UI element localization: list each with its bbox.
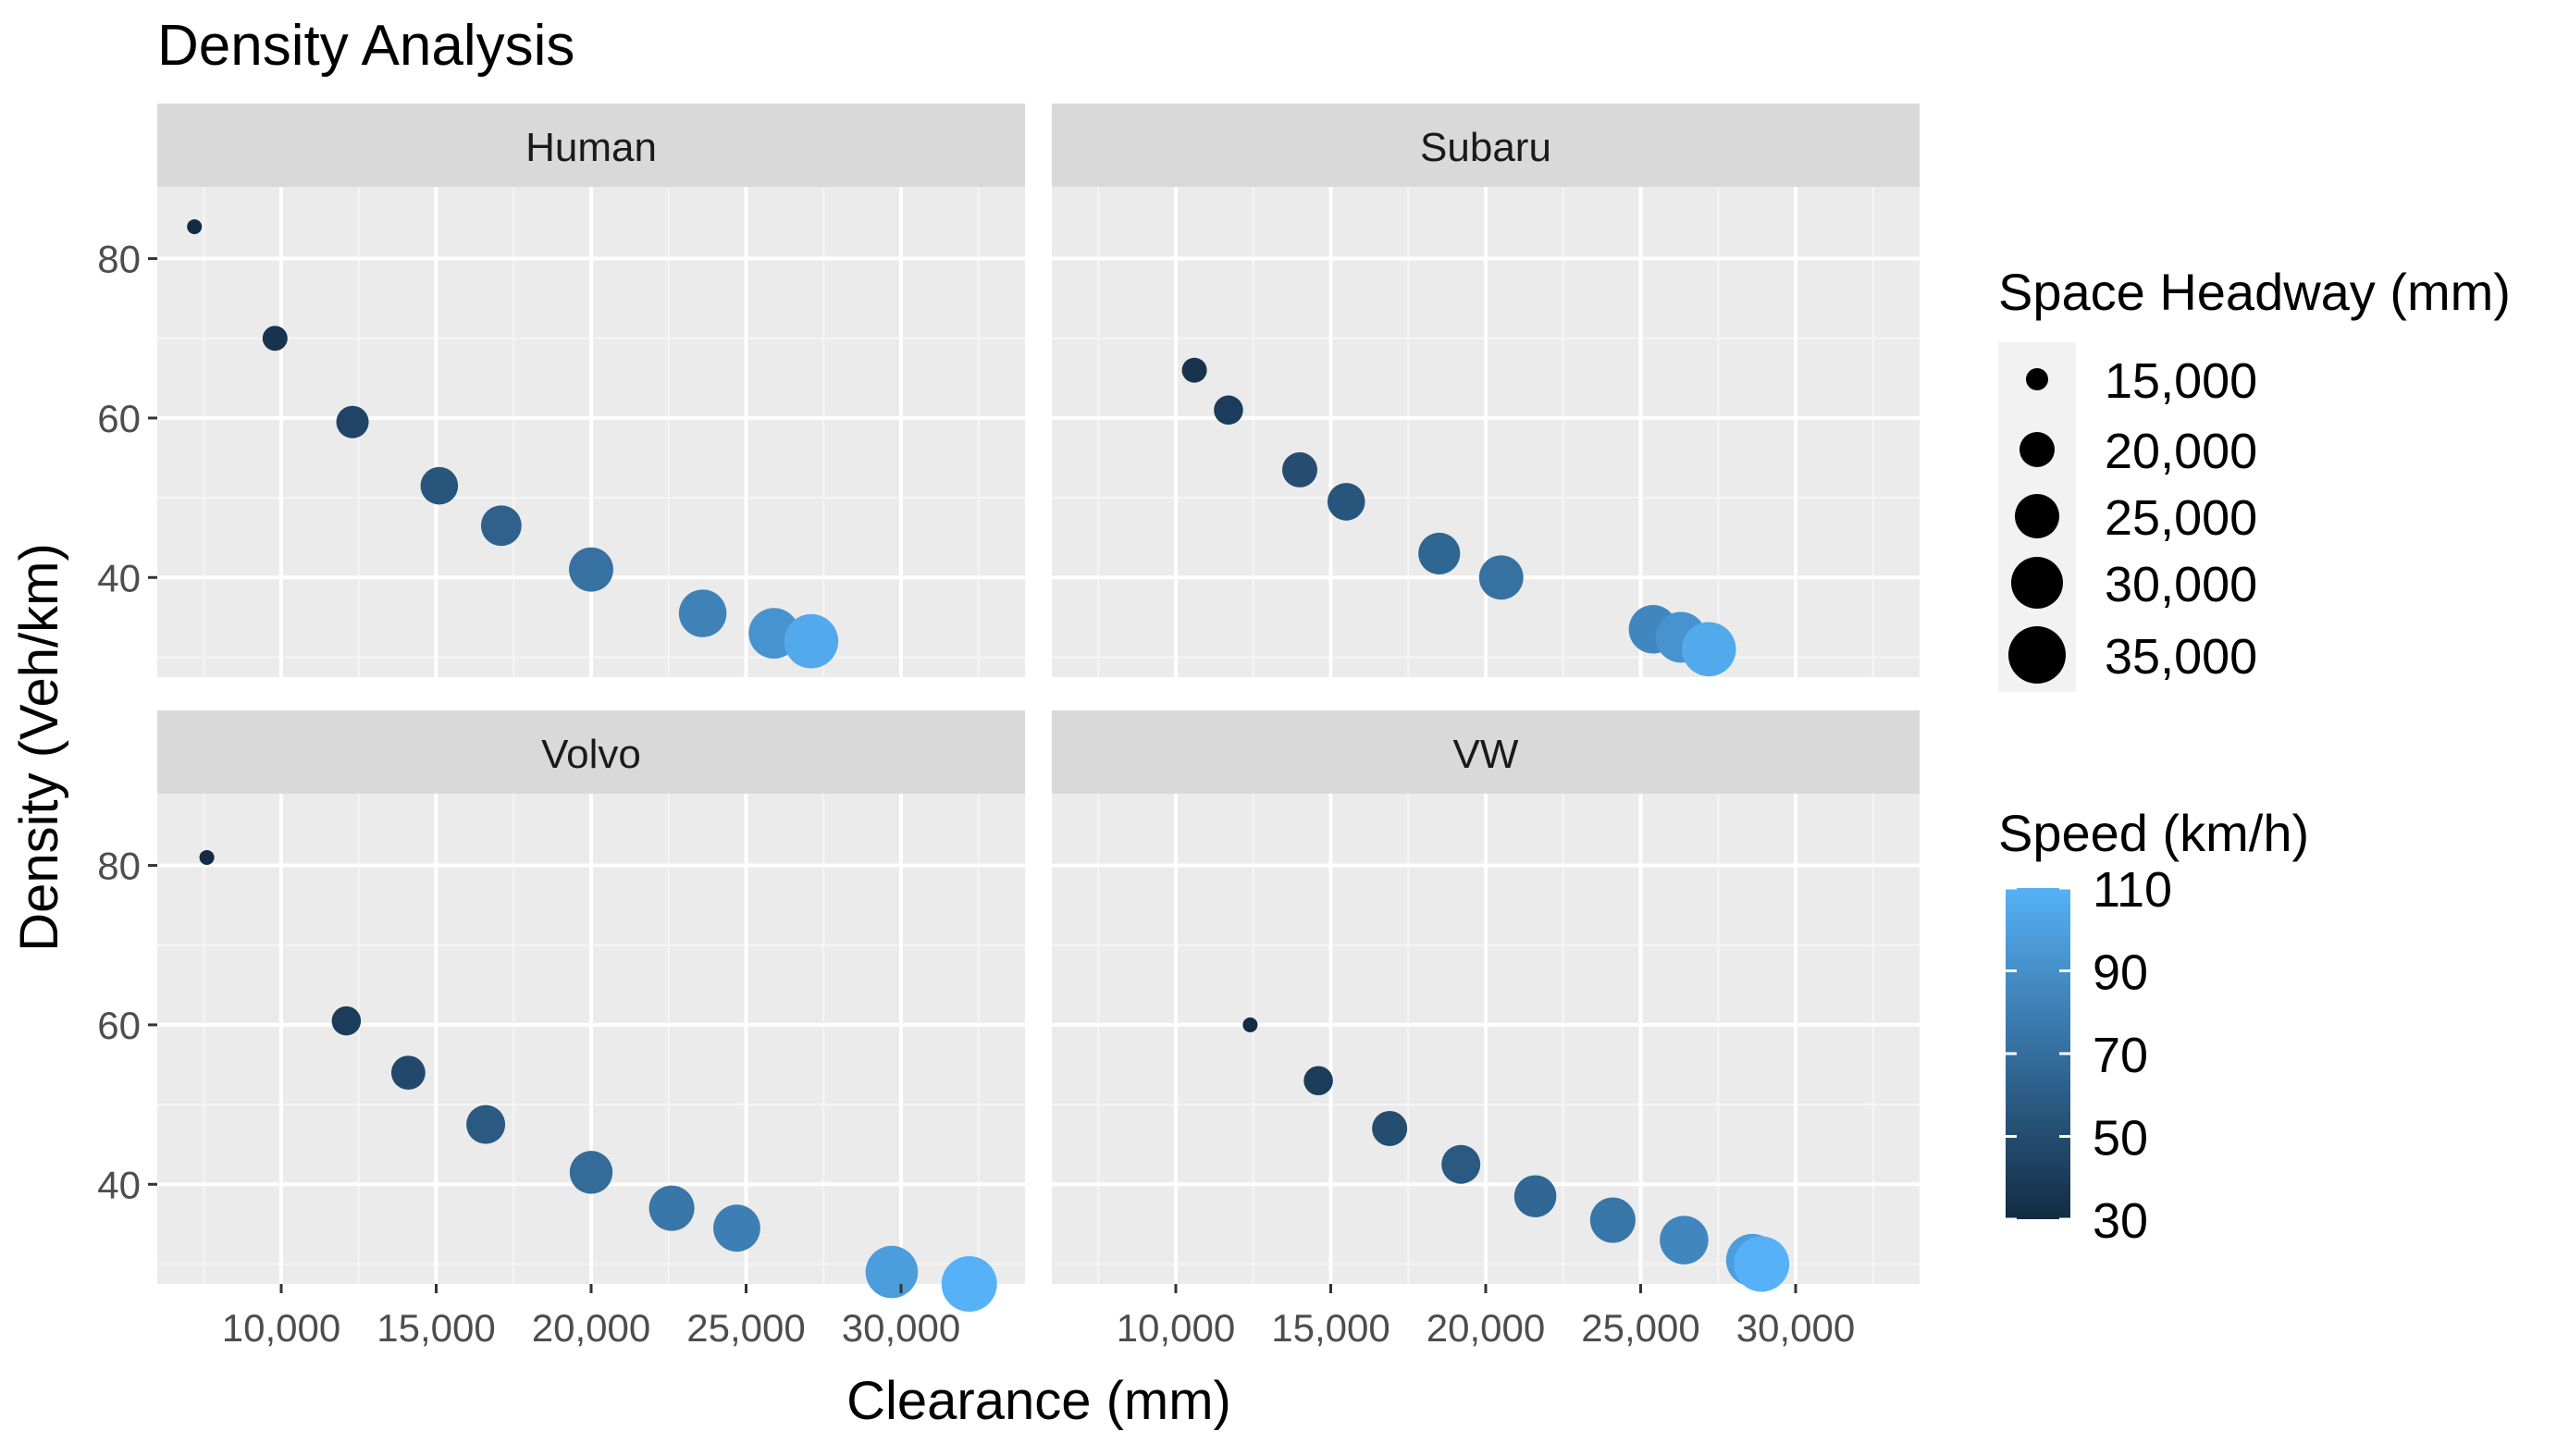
data-point: [1418, 532, 1461, 574]
data-point: [199, 849, 215, 865]
x-tick-label: 15,000: [377, 1306, 495, 1350]
y-tick-label: 60: [97, 1004, 141, 1047]
data-point: [1282, 451, 1317, 487]
data-point: [420, 466, 459, 505]
x-tick-label: 20,000: [1427, 1306, 1545, 1350]
data-point: [1303, 1066, 1333, 1096]
x-tick-label: 30,000: [1736, 1306, 1855, 1350]
data-point: [865, 1245, 919, 1299]
x-tick-label: 10,000: [222, 1306, 340, 1350]
facet-strip-label: Subaru: [1420, 125, 1551, 170]
data-point: [480, 505, 522, 547]
facet-strip: [1052, 710, 1920, 794]
facet-human: Human 40 60 80: [97, 104, 1025, 677]
data-point: [336, 405, 369, 438]
data-point: [1478, 555, 1524, 600]
y-tick-label: 40: [97, 1163, 141, 1206]
size-legend-key: [2019, 432, 2055, 467]
data-point: [466, 1104, 506, 1144]
facet-subaru: Subaru: [1052, 104, 1920, 677]
colorbar-label: 70: [2093, 1028, 2148, 1083]
size-legend-title: Space Headway (mm): [1998, 263, 2511, 321]
facet-vw: VW 10,000 15,000 20,000 25,000 30,000: [1052, 710, 1920, 1350]
x-tick-label: 20,000: [532, 1306, 650, 1350]
chart-title: Density Analysis: [157, 14, 574, 78]
facet-volvo: Volvo 40 60 80 10,000 15,000 20,000 25,000 30,00…: [97, 710, 1025, 1350]
size-legend-key: [2026, 368, 2048, 390]
x-tick-label: 10,000: [1117, 1306, 1235, 1350]
x-axis-label: Clearance (mm): [846, 1371, 1231, 1431]
data-point: [262, 326, 288, 352]
colorbar-label: 30: [2093, 1193, 2148, 1249]
data-point: [1734, 1236, 1790, 1292]
data-point: [1242, 1017, 1258, 1032]
data-point: [784, 613, 839, 669]
size-legend-key: [2015, 494, 2059, 538]
y-axis-label: Density (Veh/km): [9, 543, 69, 952]
data-point: [941, 1256, 997, 1312]
colorbar-label: 50: [2093, 1111, 2148, 1166]
size-legend-label: 30,000: [2105, 557, 2257, 612]
data-point: [1660, 1215, 1709, 1265]
data-point: [648, 1185, 695, 1231]
data-point: [569, 1151, 613, 1194]
y-tick-label: 80: [97, 238, 141, 281]
facet-strip-label: Volvo: [541, 732, 641, 777]
data-point: [1589, 1197, 1636, 1243]
data-point: [569, 547, 613, 592]
data-point: [678, 589, 727, 637]
size-legend-label: 20,000: [2105, 424, 2257, 479]
y-tick-label: 60: [97, 397, 141, 440]
size-legend: Space Headway (mm) 15,000 20,000 25,000 30,…: [1998, 263, 2511, 692]
data-point: [187, 219, 203, 235]
data-point: [1441, 1144, 1481, 1184]
size-legend-label: 15,000: [2105, 353, 2257, 409]
size-legend-label: 25,000: [2105, 490, 2257, 546]
colorbar-label: 90: [2093, 945, 2148, 1001]
color-legend: Speed (km/h) 110 90 70 50 30: [1998, 804, 2309, 1249]
facet-panels: Human 40 60 80 Subaru Volvo 40 60 80 10,000 15,000…: [97, 104, 1920, 1350]
y-tick-label: 40: [97, 556, 141, 599]
data-point: [331, 1006, 362, 1036]
x-tick-label: 30,000: [842, 1306, 960, 1350]
x-tick-label: 25,000: [1581, 1306, 1699, 1350]
facet-strip: [157, 710, 1025, 794]
data-point: [1214, 395, 1243, 426]
colorbar-label: 110: [2093, 862, 2172, 918]
facet-strip-label: Human: [525, 125, 657, 170]
data-point: [1372, 1110, 1408, 1146]
data-point: [390, 1055, 426, 1091]
facet-strip: [157, 104, 1025, 187]
color-legend-title: Speed (km/h): [1998, 804, 2309, 862]
x-tick-label: 25,000: [686, 1306, 805, 1350]
size-legend-label: 35,000: [2105, 629, 2257, 685]
facet-strip: [1052, 104, 1920, 187]
data-point: [1327, 483, 1365, 521]
data-point: [1513, 1175, 1557, 1217]
y-tick-label: 80: [97, 845, 141, 888]
facet-strip-label: VW: [1453, 732, 1519, 777]
data-point: [1681, 622, 1736, 677]
data-point: [1181, 357, 1207, 383]
x-tick-label: 15,000: [1271, 1306, 1389, 1350]
data-point: [713, 1204, 760, 1252]
size-legend-key: [2008, 626, 2066, 684]
size-legend-key: [2011, 557, 2063, 609]
